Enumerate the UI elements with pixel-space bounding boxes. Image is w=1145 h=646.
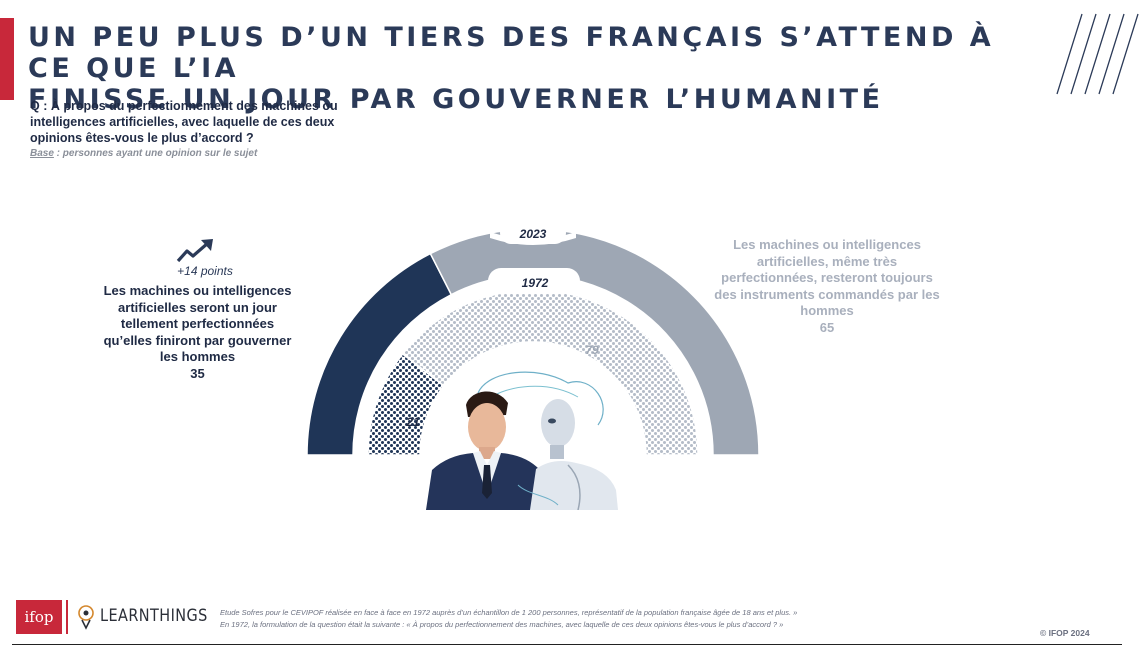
title-line-1: UN PEU PLUS D’UN TIERS DES FRANÇAIS S’AT… xyxy=(28,22,995,84)
decorative-lines xyxy=(1056,13,1139,95)
trend-up-arrow-icon xyxy=(176,239,213,263)
label-1972: 1972 xyxy=(522,276,549,290)
left-answer-value: 35 xyxy=(190,365,205,381)
copyright: © IFOP 2024 xyxy=(1040,628,1090,638)
tab-1972: 1972 xyxy=(488,268,580,294)
trend-points: +14 points xyxy=(177,264,233,278)
right-answer-text: Les machines ou intelligences artificiel… xyxy=(714,237,940,318)
base-label: Base xyxy=(30,148,54,159)
page-title: UN PEU PLUS D’UN TIERS DES FRANÇAIS S’AT… xyxy=(28,22,1028,115)
learnthings-logo: LEARNTHINGS xyxy=(100,606,208,626)
right-answer-value: 65 xyxy=(819,319,835,335)
left-answer: Les machines ou intelligences artificiel… xyxy=(95,283,300,382)
ifop-logo: ifop xyxy=(16,600,62,634)
inner-value-instr: 79 xyxy=(585,343,599,357)
right-answer: Les machines ou intelligences artificiel… xyxy=(712,237,942,336)
footnote-line-2: En 1972, la formulation de la question é… xyxy=(220,620,784,629)
footer-divider xyxy=(12,644,1122,645)
question-text: Q : À propos du perfectionnement des mac… xyxy=(30,99,338,145)
inner-value-gov: 21 xyxy=(405,415,420,429)
accent-bar xyxy=(0,18,14,100)
left-answer-text: Les machines ou intelligences artificiel… xyxy=(103,283,292,364)
logo-divider xyxy=(66,600,68,634)
title-line-2: FINISSE UN JOUR PAR GOUVERNER L’HUMANITÉ xyxy=(28,84,884,115)
label-2023: 2023 xyxy=(519,227,547,241)
human-and-robot-illustration xyxy=(426,371,618,510)
tab-2023: 2023 xyxy=(490,222,576,245)
learnthings-brain-icon xyxy=(78,605,94,630)
footnote-line-1: Etude Sofres pour le CEVIPOF réalisée en… xyxy=(220,608,798,617)
base-text: : personnes ayant une opinion sur le suj… xyxy=(53,148,258,159)
base-note: Base : personnes ayant une opinion sur l… xyxy=(30,148,257,159)
footnote: Etude Sofres pour le CEVIPOF réalisée en… xyxy=(220,607,1020,631)
